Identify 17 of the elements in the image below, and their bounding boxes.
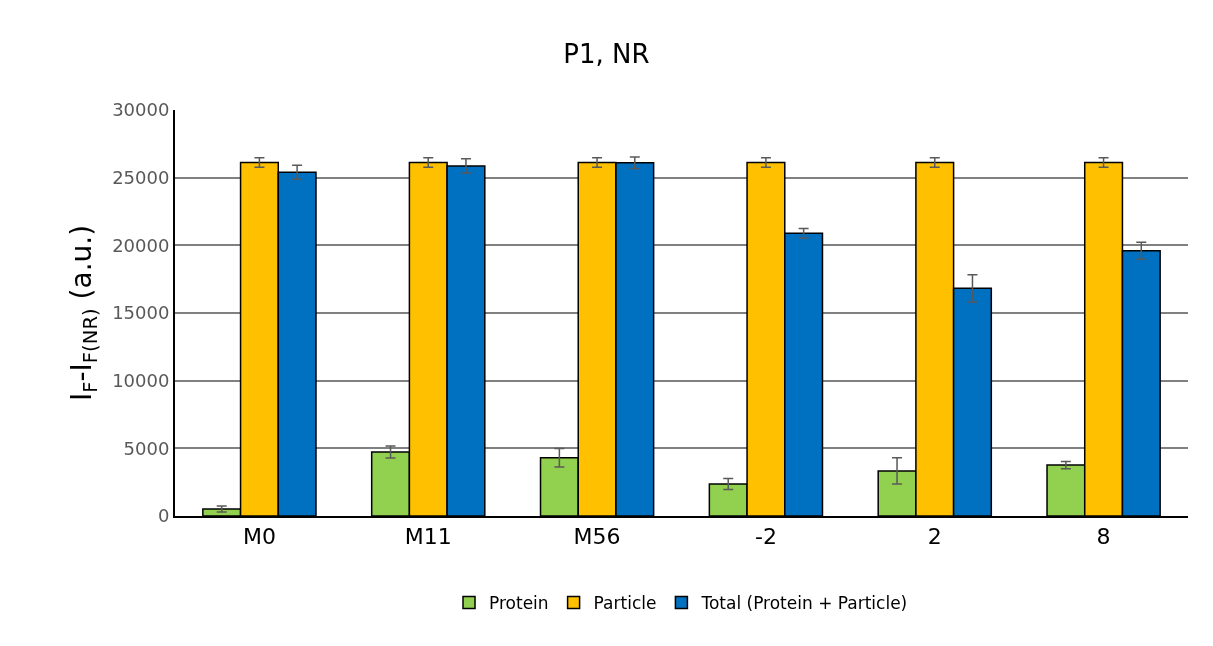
chart-title: P1, NR bbox=[563, 39, 650, 70]
y-tick-label: 25000 bbox=[112, 166, 170, 188]
x-tick-label: 2 bbox=[927, 524, 942, 550]
y-tick-label: 0 bbox=[157, 505, 170, 527]
x-tick-label: 8 bbox=[1096, 524, 1111, 550]
y-tick-label: 15000 bbox=[112, 302, 170, 324]
x-tick-label: M11 bbox=[404, 524, 452, 550]
y-tick-label: 10000 bbox=[112, 369, 170, 391]
x-tick-label: -2 bbox=[754, 524, 777, 550]
legend-label: Protein bbox=[489, 593, 549, 614]
legend-label: Total (Protein + Particle) bbox=[700, 593, 908, 614]
legend-label: Particle bbox=[593, 593, 657, 614]
x-tick-label: M56 bbox=[573, 524, 621, 550]
x-tick-label: M0 bbox=[242, 524, 276, 550]
y-tick-label: 20000 bbox=[112, 234, 170, 256]
y-tick-label: 30000 bbox=[112, 99, 170, 121]
y-tick-label: 5000 bbox=[123, 437, 170, 459]
